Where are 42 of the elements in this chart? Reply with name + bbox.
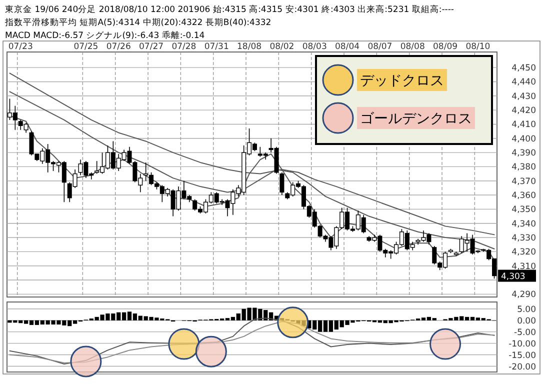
y-tick-label: 4,330 bbox=[512, 234, 536, 244]
chart-subtitle: 指数平滑移動平均 短期A(5):4314 中期(20):4322 長期B(40):4332 bbox=[4, 17, 272, 28]
y-tick-label: -5.00 bbox=[514, 328, 536, 338]
y-tick-label: -10.00 bbox=[508, 339, 536, 350]
x-tick-label: 07/26 bbox=[106, 42, 131, 52]
y-tick-label: 4,370 bbox=[512, 176, 536, 187]
y-tick-label: 4,350 bbox=[512, 205, 536, 216]
y-tick-label: 4,440 bbox=[512, 78, 536, 88]
y-tick-label: 4,320 bbox=[512, 248, 536, 258]
y-tick-label: 4,310 bbox=[512, 262, 536, 272]
x-tick-label: 07/23 bbox=[8, 42, 33, 52]
x-tick-label: 07/25 bbox=[74, 42, 98, 52]
y-tick-label: 4,420 bbox=[512, 106, 536, 116]
text: MACD MACD:-6.57 シグナル(9):-6.43 乖離:-0.14 bbox=[5, 30, 205, 41]
x-tick-label: 07/28 bbox=[172, 42, 196, 52]
y-tick-label: 5.00 bbox=[517, 304, 536, 315]
y-tick-label: 4,360 bbox=[512, 191, 536, 202]
y-tick-label: 4,390 bbox=[512, 148, 536, 159]
legend-label: ゴールデンクロス bbox=[360, 111, 472, 127]
x-tick-label: 07/27 bbox=[139, 42, 164, 52]
y-tick-label: -20.00 bbox=[508, 362, 536, 372]
text: 4,303 bbox=[501, 272, 526, 282]
y-tick-label: 0.00 bbox=[517, 316, 536, 326]
x-tick-label: 08/07 bbox=[368, 42, 392, 52]
y-tick-label: 4,290 bbox=[512, 290, 536, 300]
y-tick-label: 4,430 bbox=[512, 92, 536, 102]
x-tick-label: 08/08 bbox=[400, 42, 425, 52]
x-tick-label: 08/02 bbox=[270, 42, 294, 52]
legend-label: デッドクロス bbox=[360, 73, 444, 89]
x-tick-label: 08/09 bbox=[433, 42, 458, 52]
x-tick-label: 07/31 bbox=[204, 42, 229, 52]
y-tick-label: 4,380 bbox=[512, 162, 536, 173]
y-tick-label: -15.00 bbox=[508, 350, 536, 361]
x-tick-label: 08/03 bbox=[302, 42, 327, 52]
y-tick-label: 4,450 bbox=[512, 64, 536, 74]
chart-title: 東京金 19/06 240分足 2018/08/10 12:00 201906 始:4315 高:4315 安:4301 終:4303 出来高:5231 取組高:---- bbox=[5, 4, 454, 15]
x-tick-label: 18/08 bbox=[237, 42, 262, 52]
y-tick-label: 4,400 bbox=[512, 134, 536, 144]
x-tick-label: 08/10 bbox=[466, 42, 490, 52]
y-tick-label: 4,340 bbox=[512, 219, 536, 230]
y-tick-label: 4,410 bbox=[512, 120, 536, 130]
x-tick-label: 08/04 bbox=[335, 42, 360, 52]
